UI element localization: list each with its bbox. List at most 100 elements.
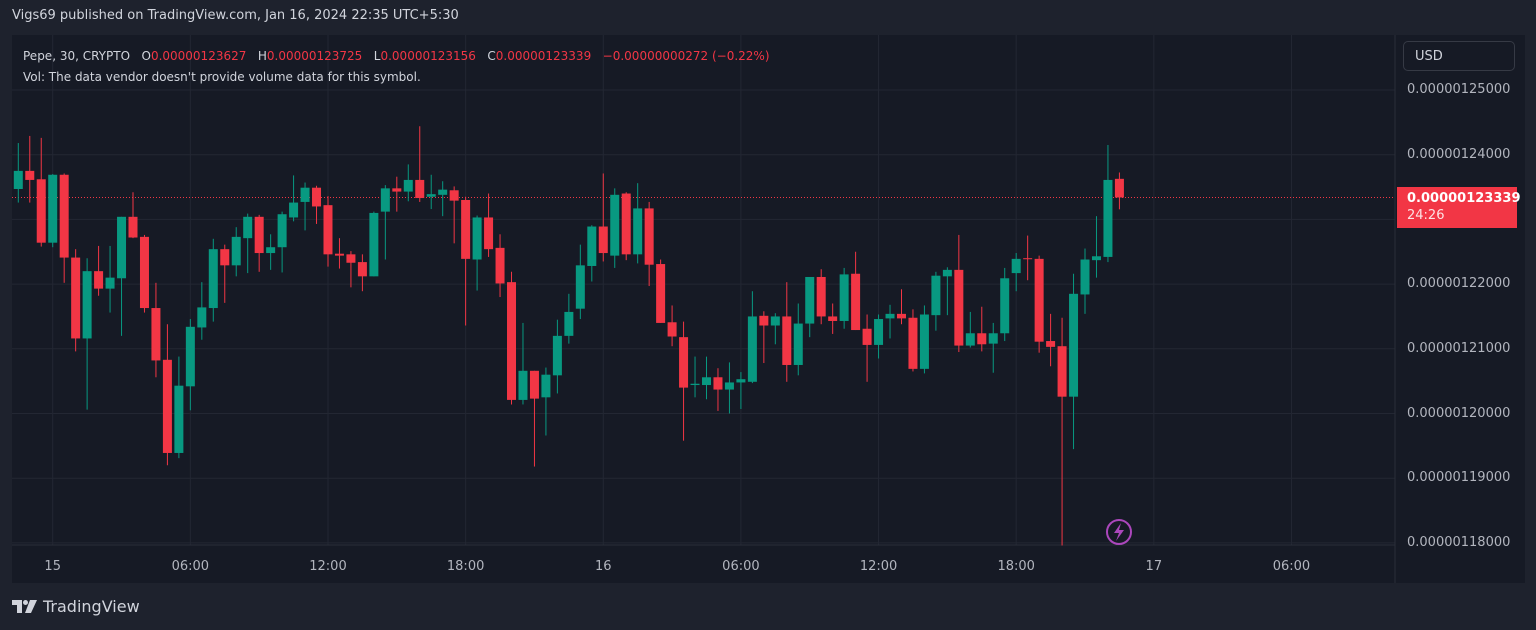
high-label: H — [257, 49, 267, 63]
candle-up — [1011, 253, 1021, 292]
candle-down — [896, 289, 906, 325]
candle-down — [828, 303, 838, 334]
candle-up — [931, 271, 941, 331]
candle-down — [667, 305, 677, 347]
candle-up — [13, 143, 23, 203]
candle-body — [117, 216, 127, 279]
time-tick-label: 15 — [44, 559, 61, 574]
candle-up — [105, 245, 115, 313]
last-price-label: 0.00000123339 24:26 — [1397, 187, 1521, 228]
candle-up — [736, 372, 746, 409]
candle-down — [484, 193, 494, 257]
candle-down — [507, 271, 517, 405]
candle-body — [977, 333, 987, 345]
candle-body — [461, 199, 471, 259]
candle-body — [954, 269, 964, 346]
candle-down — [59, 173, 69, 283]
candle-up — [82, 258, 92, 410]
candle-up — [587, 225, 597, 282]
candle-down — [94, 245, 104, 296]
candle-up — [988, 322, 998, 373]
candle-body — [323, 205, 333, 255]
candle-body — [782, 316, 792, 365]
candle-down — [254, 214, 264, 272]
candle-body — [759, 315, 769, 326]
candle-body — [1000, 278, 1010, 334]
candle-body — [472, 217, 482, 260]
candle-down — [1034, 255, 1044, 353]
symbol-label[interactable]: Pepe, 30, CRYPTO — [23, 49, 131, 63]
candle-up — [770, 313, 780, 345]
candle-body — [896, 313, 906, 319]
candle-body — [564, 311, 574, 336]
currency-button[interactable]: USD — [1403, 41, 1515, 71]
candle-up — [541, 367, 551, 436]
candle-down — [449, 186, 459, 244]
candle-body — [59, 174, 69, 258]
candle-body — [369, 212, 379, 277]
candle-up — [208, 238, 218, 322]
candle-down — [151, 282, 161, 378]
candle-down — [220, 244, 230, 303]
candle-body — [151, 308, 161, 361]
candle-down — [954, 234, 964, 353]
candle-down — [312, 185, 322, 224]
last-price-value: 0.00000123339 — [1407, 191, 1521, 206]
candle-body — [312, 187, 322, 207]
candle-body — [942, 269, 952, 277]
candle-down — [128, 192, 138, 239]
chart-legend: Pepe, 30, CRYPTO O0.00000123627 H0.00000… — [23, 46, 770, 88]
candle-up — [231, 227, 241, 277]
candle-body — [770, 316, 780, 326]
candle-body — [231, 236, 241, 266]
chart-panel[interactable] — [12, 35, 1525, 583]
candle-down — [598, 173, 608, 262]
candle-body — [495, 247, 505, 284]
candle-body — [254, 216, 264, 254]
candle-up — [289, 175, 299, 222]
candle-up — [426, 174, 436, 210]
candle-up — [380, 185, 390, 260]
candle-up — [369, 211, 379, 277]
publish-info: Vigs69 published on TradingView.com, Jan… — [12, 8, 459, 23]
candle-up — [564, 293, 574, 344]
candle-up — [266, 234, 276, 270]
candle-body — [667, 322, 677, 337]
candle-body — [552, 335, 562, 376]
candle-up — [552, 319, 562, 394]
candle-body — [656, 264, 666, 323]
candle-body — [851, 273, 861, 331]
candle-up — [243, 213, 253, 274]
candle-body — [702, 377, 711, 386]
candle-body — [862, 328, 872, 345]
candle-up — [403, 164, 413, 202]
candle-up — [942, 267, 952, 316]
price-tick-label: 0.00000122000 — [1407, 276, 1511, 292]
candle-body — [334, 253, 344, 256]
candle-body — [243, 216, 253, 239]
candle-down — [644, 201, 654, 287]
candle-up — [1091, 216, 1101, 278]
change-value: −0.00000000272 (−0.22%) — [602, 49, 770, 63]
tradingview-logo-icon — [12, 599, 37, 613]
candle-body — [839, 274, 849, 321]
price-tick-label: 0.00000124000 — [1407, 146, 1511, 162]
candle-body — [1091, 256, 1101, 261]
candle-down — [334, 238, 344, 269]
price-tick-label: 0.00000120000 — [1407, 405, 1511, 421]
time-tick-label: 17 — [1145, 559, 1163, 574]
candle-body — [1114, 178, 1124, 198]
candle-body — [816, 276, 826, 317]
tradingview-logo[interactable]: TradingView — [12, 597, 140, 616]
candle-down — [621, 192, 631, 261]
time-tick-label: 06:00 — [1272, 559, 1311, 574]
candle-down — [816, 269, 826, 325]
candle-body — [633, 208, 643, 255]
lightning-icon[interactable] — [1106, 519, 1132, 545]
candle-body — [380, 188, 390, 212]
time-tick-label: 06:00 — [722, 559, 760, 574]
candlestick-chart[interactable] — [12, 35, 1525, 583]
candle-up — [1103, 144, 1113, 263]
candle-down — [656, 259, 666, 323]
candle-body — [1080, 259, 1090, 295]
